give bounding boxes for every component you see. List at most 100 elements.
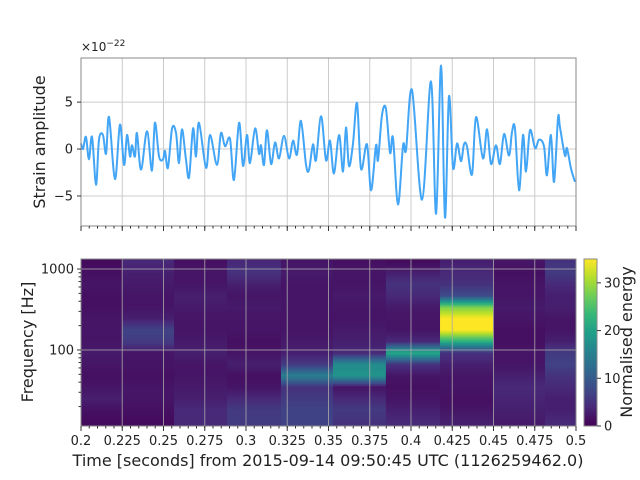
spectrogram-tile	[280, 366, 334, 369]
spectrogram-tile	[280, 306, 334, 310]
spectrogram-tile	[544, 408, 577, 411]
spectrogram-tile	[174, 288, 228, 292]
spectrogram-tile	[544, 268, 577, 272]
spectrogram-tile	[493, 302, 546, 306]
strain-y-tick-label: 0	[65, 143, 73, 158]
spectrogram-tile	[81, 328, 123, 332]
spectrogram-tile	[544, 296, 577, 300]
spectrogram-tile	[280, 296, 334, 300]
spectrogram-tile	[440, 406, 494, 409]
spectrogram-tile	[544, 386, 577, 389]
spectrogram-tile	[227, 324, 282, 328]
spectrogram-tile	[440, 260, 494, 264]
spectrogram-tile	[544, 352, 577, 355]
spectrogram-tile	[81, 290, 123, 294]
spectrogram-tile	[332, 414, 387, 417]
frequency-ylabel: Frequency [Hz]	[18, 282, 37, 403]
spectrogram-tile	[544, 294, 577, 298]
spectrogram-tile	[493, 414, 546, 417]
spectrogram-tile	[174, 274, 228, 278]
spectrogram-tile	[493, 266, 546, 270]
spectrogram-tile	[280, 388, 334, 391]
spectrogram-tile	[385, 382, 441, 385]
spectrogram-tile	[544, 390, 577, 393]
spectrogram-tile	[280, 374, 334, 377]
spectrogram-tile	[174, 374, 228, 377]
spectrogram-tile	[280, 382, 334, 385]
spectrogram-tile	[121, 274, 175, 278]
spectrogram-tile	[385, 366, 441, 369]
spectrogram-tile	[121, 276, 175, 280]
spectrogram-tile	[121, 394, 175, 397]
spectrogram-tile	[81, 354, 123, 357]
spectrogram-tile	[81, 268, 123, 272]
spectrogram-tile	[174, 290, 228, 294]
spectrogram-tile	[121, 336, 175, 340]
spectrogram-tile	[174, 404, 228, 407]
spectrogram-tile	[385, 388, 441, 391]
spectrogram-tile	[544, 336, 577, 340]
colorbar-tick-label: 10	[604, 372, 621, 387]
spectrogram-tile	[544, 370, 577, 373]
spectrogram-tile	[174, 260, 228, 264]
spectrogram-tile	[121, 398, 175, 401]
spectrogram-tile	[332, 314, 387, 318]
spectrogram-tile	[121, 328, 175, 332]
spectrogram-tile	[493, 368, 546, 371]
spectrogram-tile	[227, 288, 282, 292]
spectrogram-tile	[81, 314, 123, 318]
spectrogram-tile	[227, 374, 282, 377]
spectrogram-tile	[544, 332, 577, 336]
spectrogram-tile	[544, 384, 577, 387]
spectrogram-tile	[121, 358, 175, 361]
spectrogram-tile	[332, 332, 387, 336]
spectrogram-tile	[493, 362, 546, 365]
spectrogram-tile	[385, 282, 441, 286]
spectrogram-tile	[280, 424, 334, 427]
spectrogram-tile	[440, 338, 494, 342]
spectrogram-tile	[227, 310, 282, 314]
spectrogram-tile	[121, 412, 175, 415]
spectrogram-tile	[544, 266, 577, 270]
strain-multiplier: ×10−22	[81, 39, 125, 54]
colorbar-tick-label: 20	[604, 324, 621, 339]
spectrogram-tile	[493, 326, 546, 330]
spectrogram-tile	[385, 364, 441, 367]
spectrogram-tile	[121, 408, 175, 411]
spectrogram-tile	[385, 422, 441, 425]
spectrogram-tile	[332, 286, 387, 290]
spectrogram-tile	[493, 394, 546, 397]
spectrogram-tile	[332, 340, 387, 343]
spectrogram-tile	[121, 312, 175, 316]
spectrogram-tile	[385, 408, 441, 411]
spectrogram-tile	[493, 398, 546, 401]
spectrogram-tile	[440, 259, 494, 262]
spectrogram-tile	[81, 294, 123, 298]
spectrogram-tile	[332, 306, 387, 310]
spectrogram-tile	[385, 370, 441, 373]
spectrogram-tile	[121, 396, 175, 399]
spectrogram-tile	[440, 278, 494, 282]
spectrogram-tile	[81, 270, 123, 274]
spectrogram-tile	[493, 386, 546, 389]
spectrogram-tile	[174, 262, 228, 266]
spectrogram-tile	[544, 312, 577, 316]
spectrogram-tile	[440, 308, 494, 312]
spectrogram-tile	[332, 342, 387, 345]
spectrogram-tile	[493, 422, 546, 425]
spectrogram-tile	[544, 304, 577, 308]
spectrogram-tile	[544, 380, 577, 383]
spectrogram-tile	[280, 370, 334, 373]
spectrogram-tile	[544, 402, 577, 405]
spectrogram-tile	[493, 402, 546, 405]
spectrogram-tile	[121, 296, 175, 300]
spectrogram-tile	[493, 296, 546, 300]
spectrogram-tile	[544, 378, 577, 381]
spectrogram-tile	[121, 388, 175, 391]
spectrogram-tile	[385, 396, 441, 399]
spectrogram-tile	[81, 278, 123, 282]
spectrogram-tile	[280, 406, 334, 409]
spectrogram-tile	[81, 280, 123, 284]
spectrogram-tile	[440, 310, 494, 314]
spectrogram-tile	[227, 294, 282, 298]
